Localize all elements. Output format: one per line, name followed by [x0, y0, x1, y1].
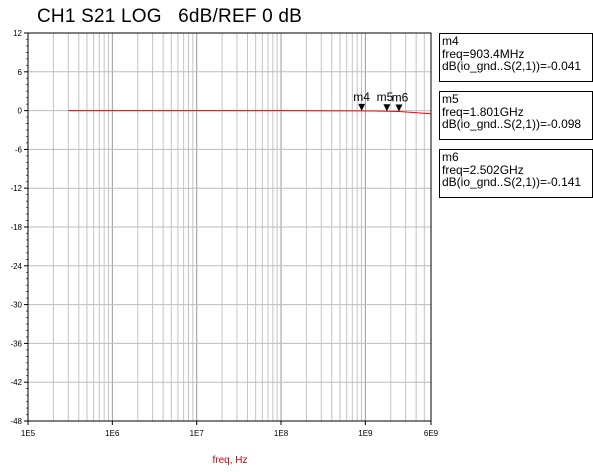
x-tick-label: 1E5 — [21, 429, 36, 438]
x-tick-label: 1E8 — [274, 429, 289, 438]
marker-readout-m5: m5 freq=1.801GHz dB(io_gnd..S(2,1))=-0.0… — [439, 91, 593, 140]
x-tick-label: 6E9 — [424, 429, 439, 438]
marker-value: dB(io_gnd..S(2,1))=-0.141 — [442, 175, 582, 189]
marker-freq: freq=2.502GHz — [442, 162, 524, 177]
marker-name: m6 — [442, 150, 459, 164]
y-tick-label: -24 — [10, 262, 22, 271]
y-tick-label: 0 — [18, 107, 23, 116]
marker-label-m6: m6 — [392, 91, 409, 105]
chart-title: CH1 S21 LOG 6dB/REF 0 dB — [37, 6, 302, 27]
x-tick-label: 1E9 — [358, 429, 373, 438]
y-tick-label: -48 — [10, 417, 22, 426]
y-tick-label: 6 — [18, 68, 23, 77]
y-tick-label: 12 — [13, 29, 22, 38]
marker-name: m4 — [442, 34, 459, 48]
x-axis-label: freq, Hz — [212, 455, 248, 466]
y-tick-label: -30 — [10, 301, 22, 310]
marker-name: m5 — [442, 92, 459, 106]
marker-triangle-m4 — [358, 103, 366, 111]
marker-label-m4: m4 — [353, 90, 370, 104]
y-tick-label: -12 — [10, 184, 22, 193]
series-line — [68, 110, 432, 115]
marker-readout-m4: m4 freq=903.4MHz dB(io_gnd..S(2,1))=-0.0… — [439, 33, 593, 82]
y-tick-label: -36 — [10, 339, 22, 348]
y-tick-label: -6 — [15, 145, 23, 154]
marker-triangle-m6 — [395, 104, 403, 112]
y-tick-label: -18 — [10, 223, 22, 232]
y-tick-label: -42 — [10, 378, 22, 387]
x-tick-label: 1E6 — [105, 429, 120, 438]
marker-triangle-m5 — [383, 104, 391, 112]
marker-readout-m6: m6 freq=2.502GHz dB(io_gnd..S(2,1))=-0.1… — [439, 149, 593, 198]
marker-value: dB(io_gnd..S(2,1))=-0.098 — [442, 117, 582, 131]
marker-freq: freq=903.4MHz — [442, 46, 525, 61]
marker-value: dB(io_gnd..S(2,1))=-0.041 — [442, 59, 582, 73]
marker-label-m5: m5 — [377, 90, 394, 104]
marker-freq: freq=1.801GHz — [442, 104, 524, 119]
plot-frame — [27, 32, 432, 422]
x-tick-label: 1E7 — [190, 429, 205, 438]
